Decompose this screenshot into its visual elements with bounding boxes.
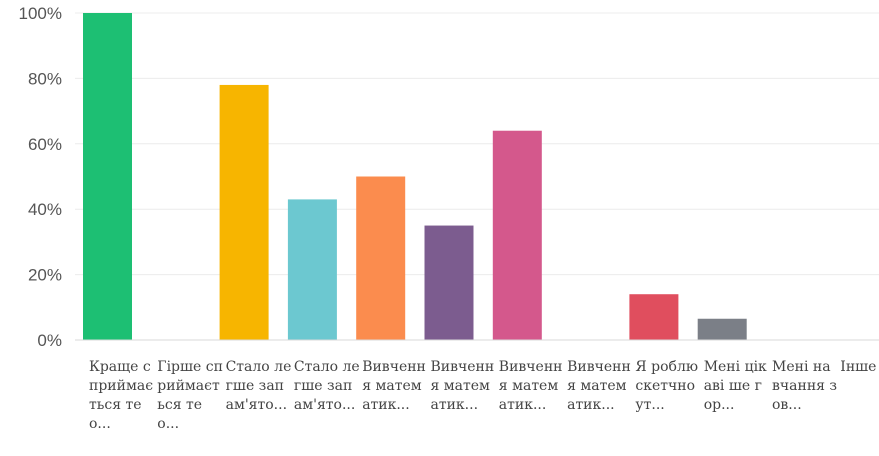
- bar: [629, 294, 679, 340]
- y-tick-label: 40%: [28, 200, 62, 219]
- y-tick-label: 60%: [28, 135, 62, 154]
- y-tick-label: 80%: [28, 69, 62, 88]
- y-tick-label: 20%: [28, 266, 62, 285]
- x-tick-label: Вивчення математик...: [430, 359, 495, 413]
- bar: [83, 13, 132, 340]
- x-tick-label: Вивчення математик...: [362, 359, 426, 413]
- x-tick-label: Я роблю скетчноут...: [635, 359, 699, 413]
- x-tick-label: Вивчення математик...: [498, 359, 563, 413]
- x-tick-label: Інше: [840, 359, 877, 375]
- bar: [424, 225, 474, 340]
- y-tick-label: 0%: [37, 331, 62, 350]
- x-tick-label: Вивчення математик...: [567, 359, 631, 413]
- x-tick-label: Стало легше запам'ято...: [293, 359, 360, 413]
- x-tick-label: Мені цікаві ше гор...: [703, 359, 767, 413]
- x-tick-label: Мені навчання зов...: [772, 359, 838, 413]
- x-tick-label: Гірше сприймається тео...: [157, 359, 223, 432]
- gridlines: [75, 12, 879, 276]
- bar: [356, 176, 406, 340]
- bar: [287, 199, 337, 340]
- bar: [492, 130, 542, 340]
- x-tick-label: Краще сприймається тео...: [89, 359, 154, 432]
- y-axis-ticks: 0% 20% 40% 60% 80% 100%: [19, 4, 62, 350]
- y-tick-label: 100%: [19, 4, 62, 23]
- bar: [219, 84, 269, 340]
- bar: [697, 318, 747, 340]
- bars: [83, 13, 747, 340]
- x-tick-label: Стало легше запам'ято...: [225, 359, 292, 413]
